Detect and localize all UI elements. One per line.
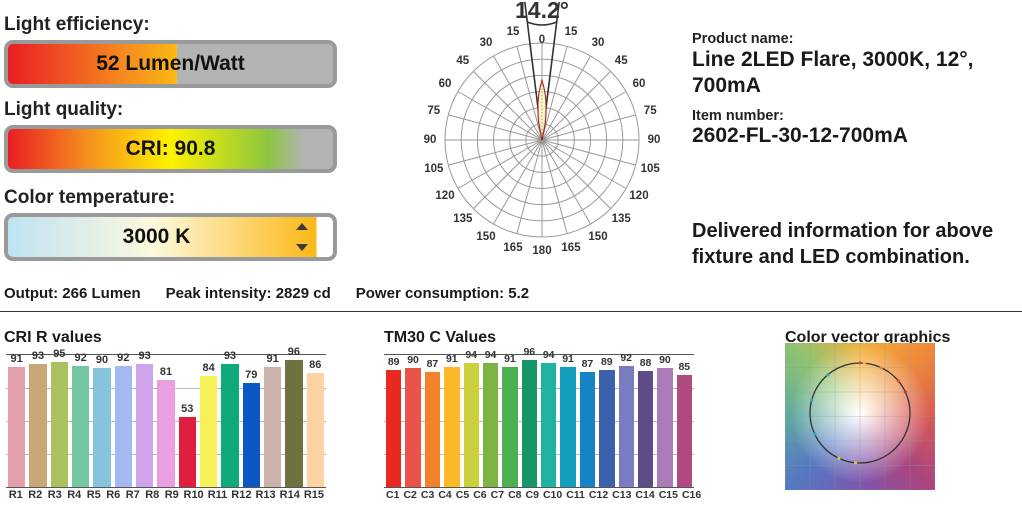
svg-text:105: 105 [424, 163, 444, 175]
svg-text:75: 75 [644, 105, 657, 117]
svg-text:30: 30 [592, 37, 605, 49]
svg-text:150: 150 [476, 231, 495, 243]
svg-text:45: 45 [456, 55, 469, 67]
svg-text:0: 0 [539, 34, 545, 46]
svg-text:30: 30 [480, 37, 493, 49]
svg-text:90: 90 [424, 134, 437, 146]
svg-text:150: 150 [588, 231, 607, 243]
svg-text:120: 120 [435, 190, 454, 202]
svg-text:180: 180 [532, 245, 551, 257]
svg-text:135: 135 [453, 213, 473, 225]
svg-text:90: 90 [648, 134, 661, 146]
svg-text:45: 45 [615, 55, 628, 67]
svg-text:15: 15 [565, 26, 578, 38]
svg-text:75: 75 [427, 105, 440, 117]
svg-text:165: 165 [561, 242, 581, 254]
svg-text:14.2°: 14.2° [515, 0, 569, 23]
svg-text:135: 135 [612, 213, 632, 225]
svg-text:60: 60 [633, 78, 646, 90]
svg-text:165: 165 [503, 242, 523, 254]
svg-text:120: 120 [629, 190, 648, 202]
svg-text:105: 105 [641, 163, 661, 175]
svg-text:15: 15 [507, 26, 520, 38]
svg-text:60: 60 [439, 78, 452, 90]
